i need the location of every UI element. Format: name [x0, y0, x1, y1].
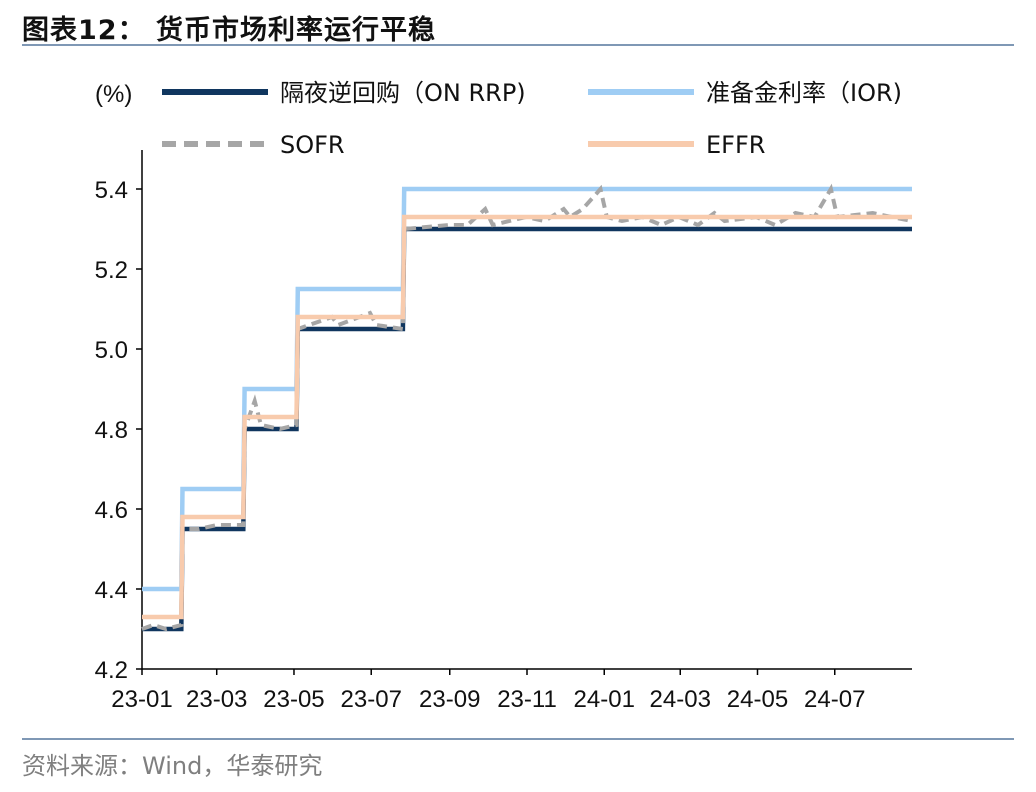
legend-label-3: EFFR — [706, 131, 765, 159]
x-tick-label: 23-11 — [497, 686, 557, 713]
chart-axes: 4.2 4.4 4.6 4.8 5.0 5.2 5.4 23-01 23-03 23-05 23-0… — [95, 150, 912, 713]
y-tick-label: 5.2 — [95, 257, 128, 284]
source-divider — [22, 738, 1014, 740]
x-tick-label: 23-03 — [186, 686, 247, 713]
x-tick-label: 23-07 — [341, 686, 402, 713]
chart-legend: 隔夜逆回购（ON RRP) 准备金利率（IOR) SOFR EFFR — [162, 79, 902, 159]
y-tick-label: 4.8 — [95, 417, 128, 444]
series-line-2 — [141, 183, 913, 632]
figure-title: 图表12： 货币市场利率运行平稳 — [22, 15, 436, 46]
chart-series — [141, 183, 913, 632]
x-tick-label: 24-01 — [574, 686, 635, 713]
y-tick-label: 4.2 — [95, 657, 128, 684]
x-tick-label: 23-09 — [419, 686, 480, 713]
series-line-3 — [142, 214, 912, 620]
x-tick-label: 23-05 — [263, 686, 324, 713]
y-axis-unit-label: (%) — [95, 81, 132, 108]
title-divider — [22, 44, 1014, 46]
legend-label-1: 准备金利率（IOR) — [706, 79, 902, 107]
x-tick-label: 24-03 — [650, 686, 711, 713]
y-tick-label: 4.6 — [95, 497, 128, 524]
y-tick-label: 5.0 — [95, 337, 128, 364]
source-note: 资料来源：Wind，华泰研究 — [22, 752, 323, 780]
y-tick-label: 5.4 — [95, 177, 128, 204]
series-line-0 — [142, 226, 912, 632]
legend-label-0: 隔夜逆回购（ON RRP) — [280, 79, 526, 107]
series-line-1 — [142, 186, 912, 592]
legend-label-2: SOFR — [280, 131, 345, 159]
x-tick-label: 23-01 — [111, 686, 172, 713]
x-tick-label: 24-07 — [804, 686, 865, 713]
x-tick-label: 24-05 — [727, 686, 788, 713]
y-tick-label: 4.4 — [95, 577, 128, 604]
